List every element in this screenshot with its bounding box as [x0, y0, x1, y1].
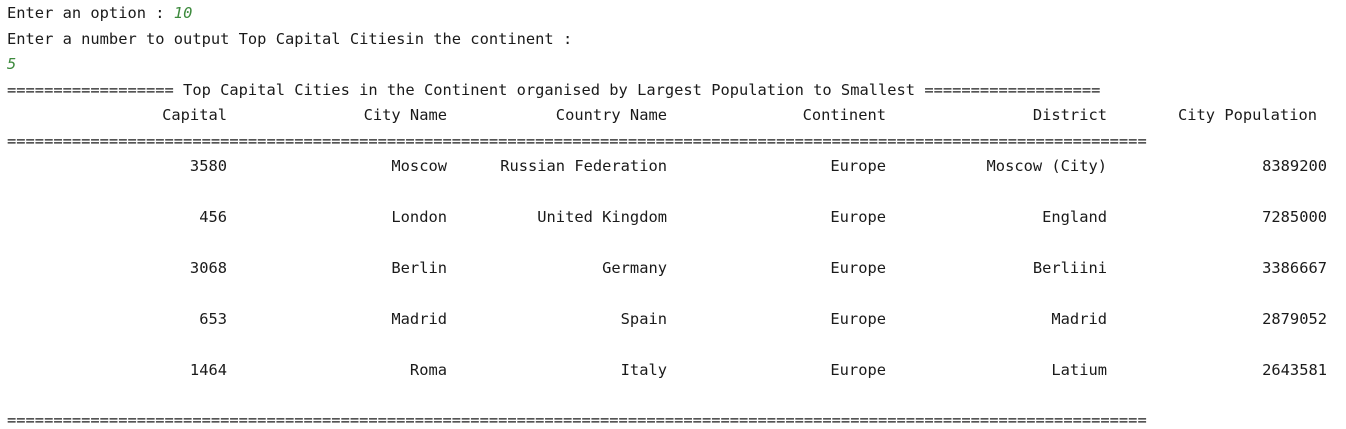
- cell-district: Berliini: [1032, 259, 1107, 277]
- cell-continent: Europe: [830, 310, 886, 328]
- cell-country-name: Spain: [620, 310, 667, 328]
- table-row: 1464 Roma Italy Europe Latium 2643581: [0, 361, 1346, 379]
- number-input-value: 5: [7, 55, 17, 73]
- cell-city-name: Madrid: [391, 310, 447, 328]
- cell-city-population: 2643581: [1262, 361, 1327, 379]
- option-input-value: 10: [173, 4, 193, 22]
- cell-city-population: 7285000: [1262, 208, 1327, 226]
- option-prompt-label: Enter an option :: [7, 4, 174, 22]
- header-separator: ========================================…: [7, 132, 1147, 150]
- cell-district: Latium: [1051, 361, 1107, 379]
- cell-continent: Europe: [830, 259, 886, 277]
- column-header-capital: Capital: [162, 106, 227, 124]
- cell-capital: 653: [199, 310, 227, 328]
- cell-city-name: Berlin: [391, 259, 447, 277]
- cell-continent: Europe: [830, 361, 886, 379]
- cell-continent: Europe: [830, 157, 886, 175]
- cell-capital: 1464: [189, 361, 227, 379]
- table-row: 653 Madrid Spain Europe Madrid 2879052: [0, 310, 1346, 328]
- number-prompt-label: Enter a number to output Top Capital Cit…: [7, 30, 573, 48]
- column-header-city-name: City Name: [363, 106, 447, 124]
- table-row: 3068 Berlin Germany Europe Berliini 3386…: [0, 259, 1346, 277]
- table-header-row: Capital City Name Country Name Continent…: [0, 106, 1346, 124]
- cell-city-name: London: [391, 208, 447, 226]
- footer-separator: ========================================…: [7, 411, 1147, 429]
- cell-capital: 456: [199, 208, 227, 226]
- cell-capital: 3580: [189, 157, 227, 175]
- cell-city-population: 3386667: [1262, 259, 1327, 277]
- cell-country-name: Germany: [602, 259, 667, 277]
- cell-district: Moscow (City): [986, 157, 1107, 175]
- cell-city-name: Roma: [409, 361, 447, 379]
- cell-continent: Europe: [830, 208, 886, 226]
- column-header-continent: Continent: [802, 106, 886, 124]
- cell-country-name: Italy: [620, 361, 667, 379]
- cell-capital: 3068: [189, 259, 227, 277]
- table-row: 456 London United Kingdom Europe England…: [0, 208, 1346, 226]
- column-header-country-name: Country Name: [555, 106, 667, 124]
- column-header-district: District: [1032, 106, 1107, 124]
- cell-city-population: 8389200: [1262, 157, 1327, 175]
- cell-country-name: Russian Federation: [500, 157, 667, 175]
- cell-city-population: 2879052: [1262, 310, 1327, 328]
- column-header-city-population: City Population: [1178, 106, 1317, 124]
- cell-district: Madrid: [1051, 310, 1107, 328]
- cell-city-name: Moscow: [391, 157, 447, 175]
- cell-country-name: United Kingdom: [537, 208, 667, 226]
- cell-district: England: [1042, 208, 1107, 226]
- option-prompt-line: Enter an option : 10: [7, 4, 192, 22]
- report-title: ================== Top Capital Cities in…: [7, 81, 1101, 99]
- table-row: 3580 Moscow Russian Federation Europe Mo…: [0, 157, 1346, 175]
